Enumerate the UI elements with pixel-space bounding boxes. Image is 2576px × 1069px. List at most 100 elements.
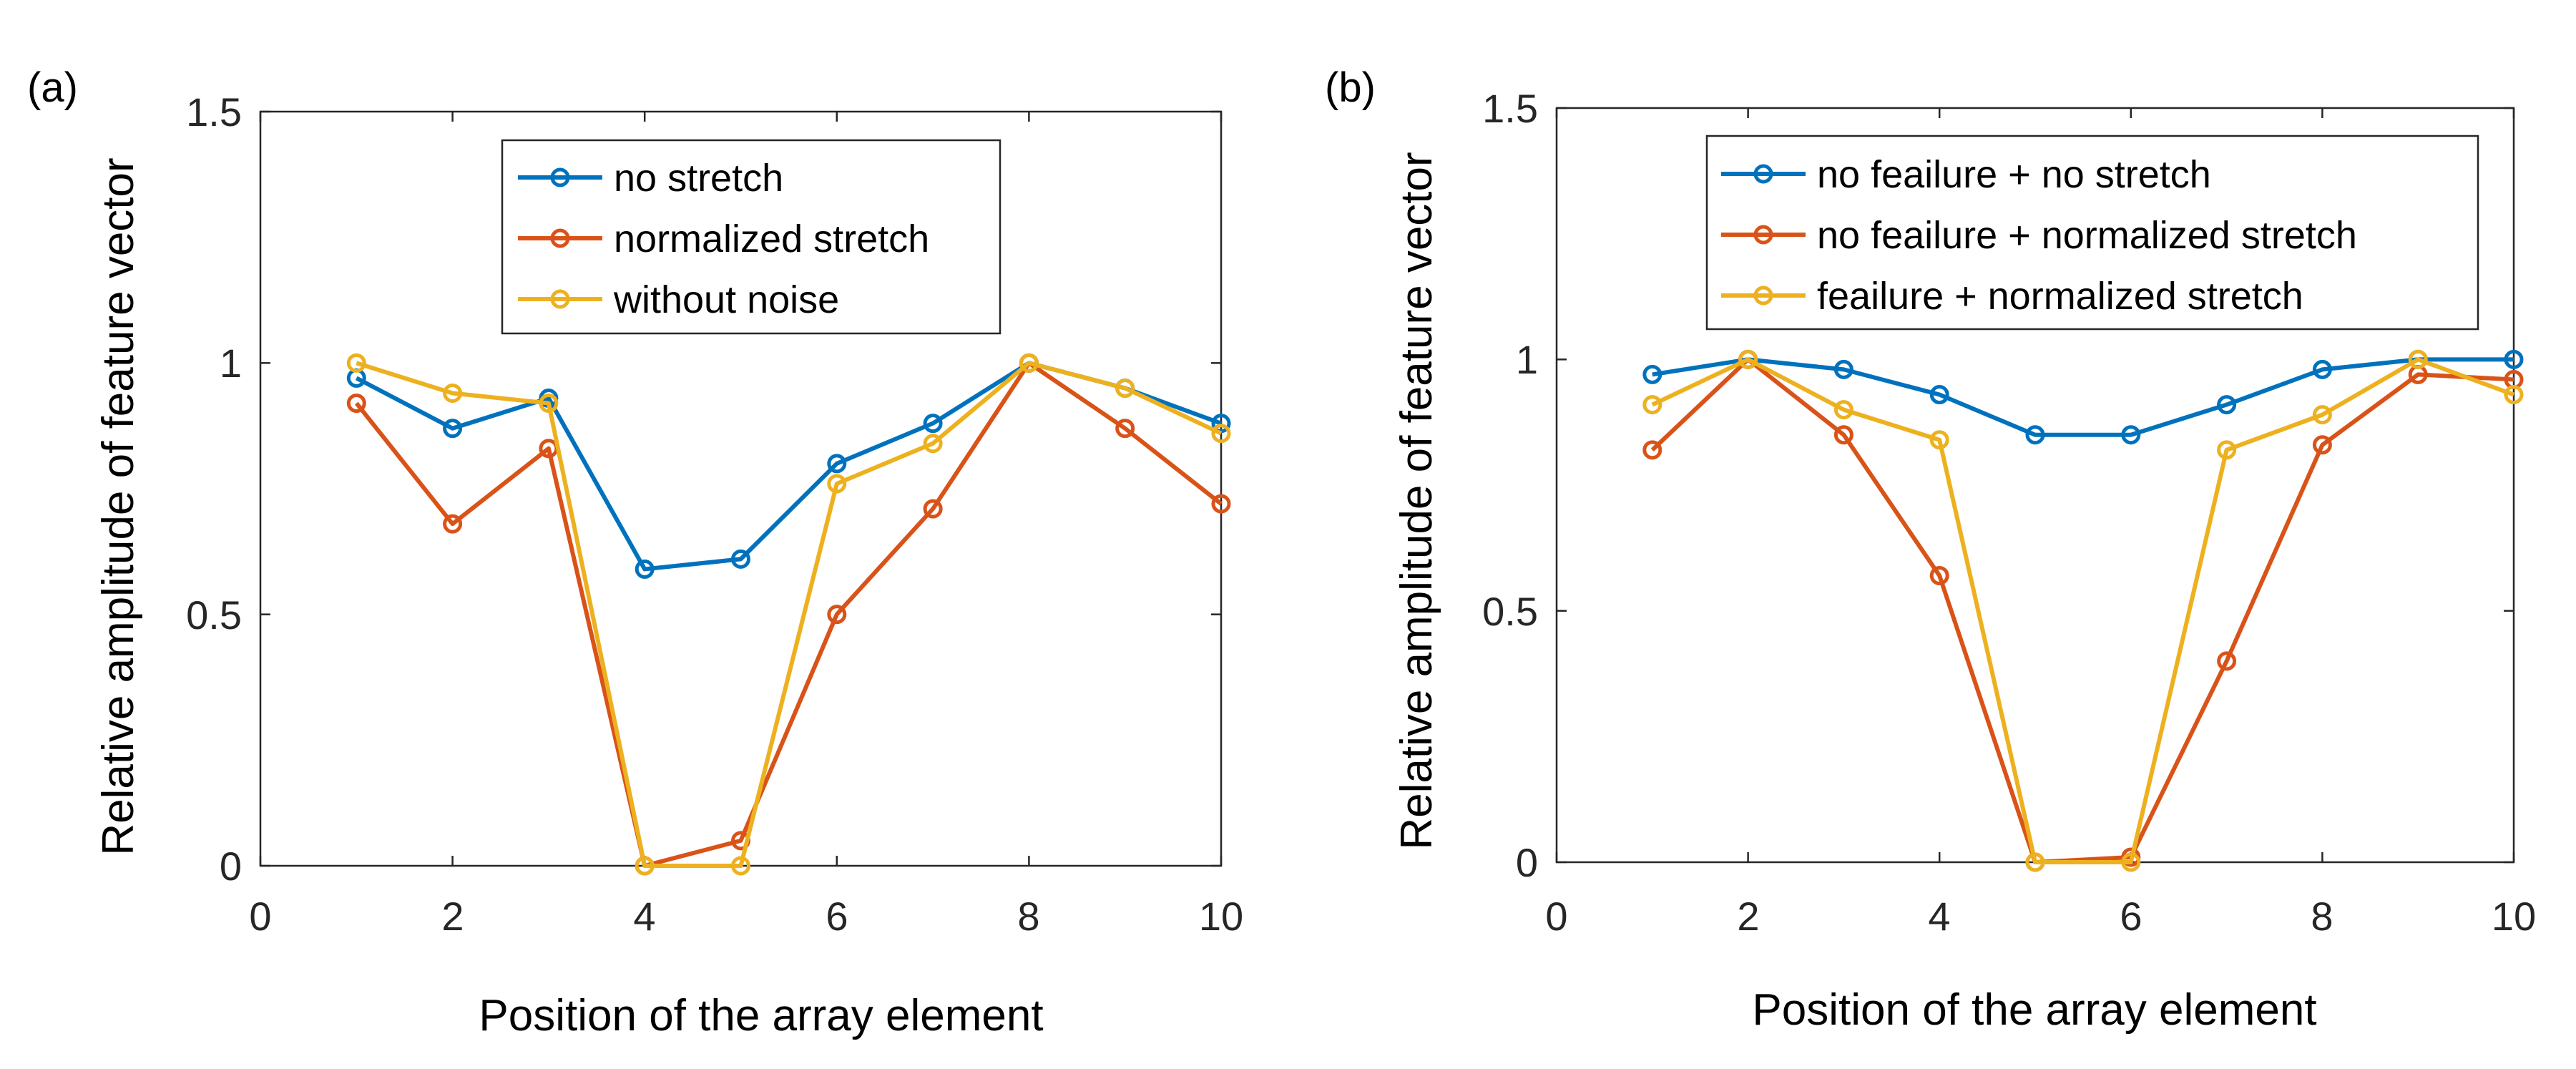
chart-panel-b: (b) Relative amplitude of feature vector… (1325, 64, 2536, 1035)
series-line-1 (355, 361, 1223, 572)
data-point (2025, 425, 2045, 445)
data-point (346, 394, 366, 414)
y-tick-label: 0 (1516, 840, 1538, 885)
data-point (1211, 494, 1231, 514)
x-axis-label-a: Position of the array element (479, 991, 1043, 1040)
data-point (2121, 425, 2141, 445)
legend-item: no stretch (518, 157, 783, 200)
legend-marker-failure-normalized-stretch (1753, 285, 1773, 306)
legend-b: no feailure + no stretch no feailure + n… (1705, 135, 2479, 331)
data-point (923, 499, 943, 519)
data-point (443, 419, 463, 439)
data-point (1833, 400, 1853, 420)
x-tick-label: 0 (1545, 894, 1567, 939)
data-point (1115, 378, 1135, 398)
x-tick-label: 4 (633, 894, 655, 939)
legend-label-without-noise: without noise (613, 278, 839, 321)
x-tick-label: 10 (1199, 894, 1243, 939)
x-tick-label: 8 (2311, 894, 2333, 939)
data-point (1019, 353, 1039, 373)
data-point (2408, 349, 2428, 369)
y-axis-label-a: Relative amplitude of feature vector (94, 157, 143, 855)
legend-marker-no-failure-normalized-stretch (1753, 225, 1773, 245)
legend-a: no stretch normalized stretch without no… (501, 139, 1001, 335)
y-tick-label: 1 (220, 341, 242, 386)
x-tick-labels-b: 0 2 4 6 8 10 (1545, 894, 2536, 939)
x-tick-label: 0 (249, 894, 271, 939)
legend-marker-without-noise (550, 289, 570, 309)
data-point (2025, 852, 2045, 872)
data-point (539, 394, 559, 414)
data-point (2121, 852, 2141, 872)
data-point (2312, 405, 2332, 425)
data-point (1929, 430, 1949, 450)
y-tick-label: 1.5 (186, 89, 242, 135)
legend-marker-no-failure-no-stretch (1753, 164, 1773, 184)
data-point (443, 514, 463, 534)
data-point (827, 454, 847, 474)
data-point (1211, 424, 1231, 444)
data-point (2312, 359, 2332, 379)
series-line-1 (1652, 357, 2514, 437)
data-point (1929, 385, 1949, 405)
data-point (443, 383, 463, 403)
data-point (827, 605, 847, 625)
x-tick-label: 6 (826, 894, 848, 939)
data-point (1833, 359, 1853, 379)
legend-item: no feailure + no stretch (1721, 153, 2211, 196)
data-point (2504, 385, 2524, 405)
data-point (1929, 565, 1949, 585)
panel-label-a: (a) (27, 64, 78, 111)
data-point (635, 559, 655, 579)
data-point (2312, 435, 2332, 455)
x-axis-label-b: Position of the array element (1752, 985, 2316, 1035)
x-tick-label: 10 (2492, 894, 2536, 939)
data-point (923, 414, 943, 434)
data-point (1738, 349, 1758, 369)
legend-marker-normalized-stretch (550, 228, 570, 248)
legend-item: feailure + normalized stretch (1721, 275, 2303, 318)
series-line-2 (354, 361, 1223, 868)
data-point (1642, 395, 1662, 415)
series-line-2 (1650, 357, 2514, 864)
data-point (827, 474, 847, 494)
y-tick-label: 0 (220, 844, 242, 889)
data-point (2217, 440, 2237, 460)
legend-label-failure-normalized-stretch: feailure + normalized stretch (1817, 275, 2303, 318)
data-point (2217, 651, 2237, 671)
x-tick-label: 6 (2120, 894, 2142, 939)
data-point (1115, 419, 1135, 439)
panel-label-b: (b) (1325, 64, 1376, 111)
data-point (1833, 425, 1853, 445)
legend-label-normalized-stretch: normalized stretch (614, 218, 929, 260)
legend-label-no-failure-no-stretch: no feailure + no stretch (1817, 153, 2211, 196)
series-line-3 (1651, 357, 2515, 864)
y-tick-label: 1.5 (1482, 86, 1538, 131)
data-point (923, 434, 943, 454)
legend-marker-no-stretch (550, 167, 570, 187)
x-tick-label: 8 (1017, 894, 1039, 939)
data-point (2504, 349, 2524, 369)
y-axis-label-b: Relative amplitude of feature vector (1392, 152, 1441, 849)
x-tick-label: 2 (1737, 894, 1759, 939)
y-tick-label: 1 (1516, 337, 1538, 382)
plot-area-b (1555, 107, 2524, 872)
data-point (2217, 395, 2237, 415)
data-point (346, 353, 366, 373)
data-point (731, 549, 750, 569)
y-tick-labels-b: 0 0.5 1 1.5 (1482, 86, 1538, 885)
series-line-3 (356, 361, 1223, 868)
legend-box (1705, 135, 2479, 331)
plot-area-a (259, 110, 1231, 876)
data-point (1642, 440, 1662, 460)
legend-item: no feailure + normalized stretch (1721, 214, 2357, 257)
y-tick-labels-a: 0 0.5 1 1.5 (186, 89, 242, 889)
data-point (1642, 364, 1662, 384)
y-tick-label: 0.5 (1482, 589, 1538, 634)
x-tick-label: 4 (1928, 894, 1950, 939)
x-tick-label: 2 (441, 894, 464, 939)
legend-label-no-stretch: no stretch (614, 157, 783, 200)
legend-label-no-failure-normalized-stretch: no feailure + normalized stretch (1817, 214, 2357, 257)
y-tick-label: 0.5 (186, 592, 242, 638)
